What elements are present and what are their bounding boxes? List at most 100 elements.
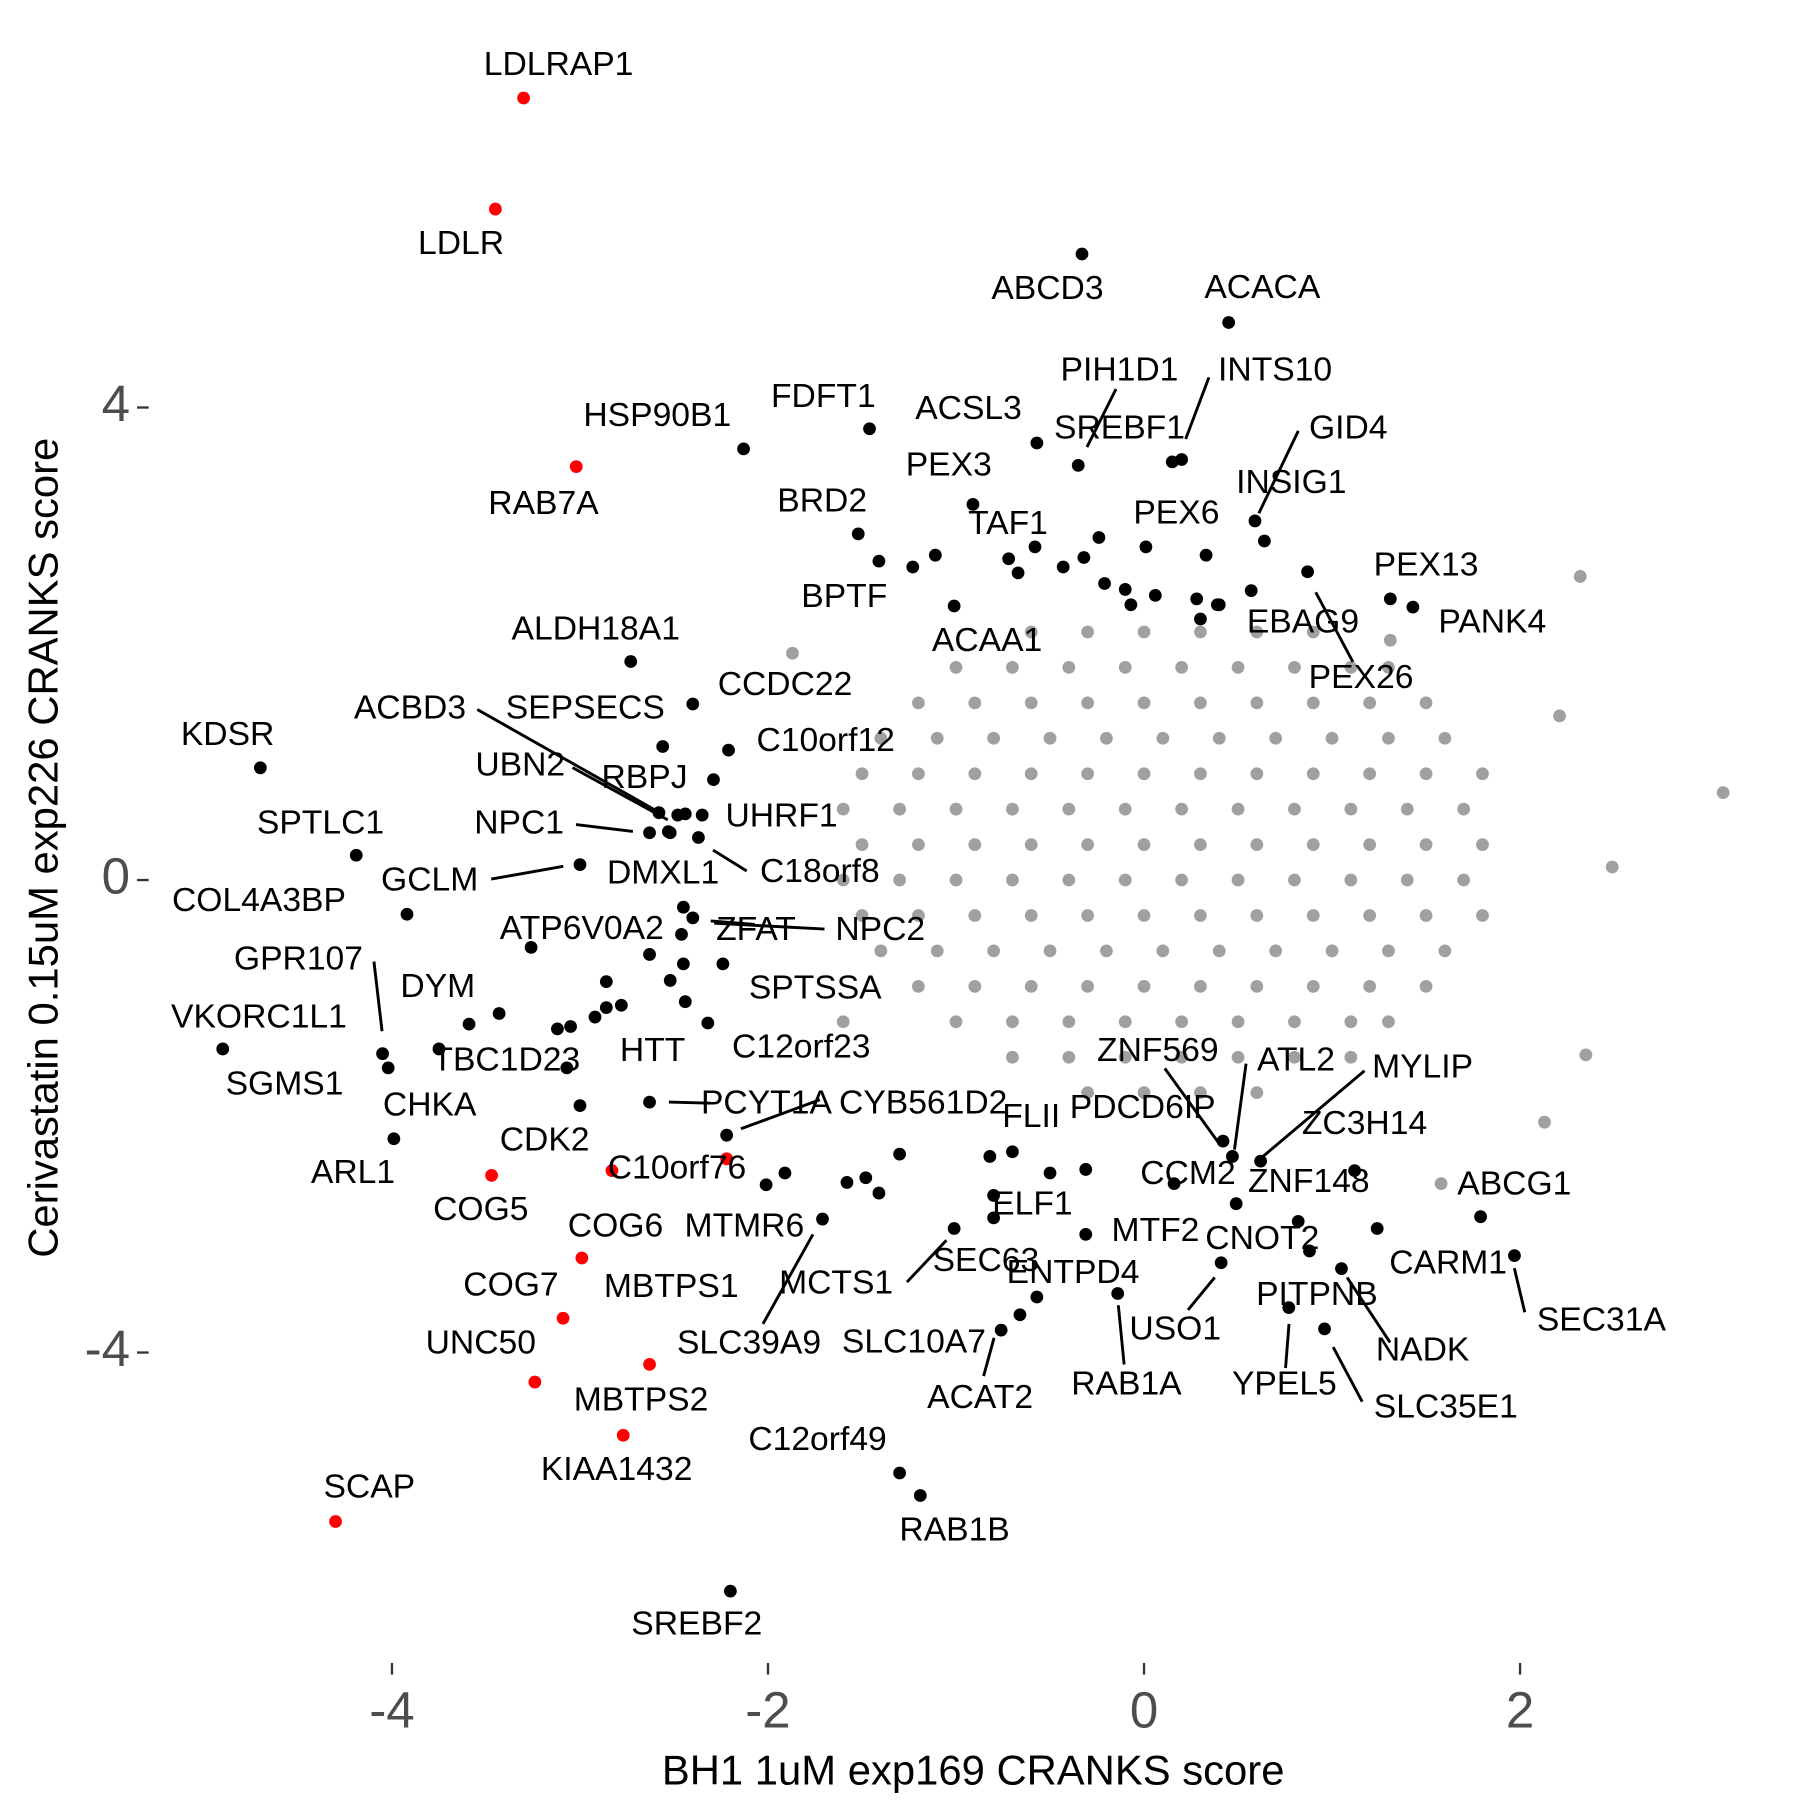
point xyxy=(716,957,730,971)
leader-line xyxy=(575,823,634,833)
point xyxy=(1573,570,1587,583)
leader-line xyxy=(490,864,564,881)
point xyxy=(1079,1163,1093,1176)
point xyxy=(1175,1050,1189,1064)
point xyxy=(1118,1015,1132,1029)
point xyxy=(1363,696,1377,710)
point xyxy=(1137,1086,1151,1100)
point xyxy=(855,838,869,851)
point xyxy=(1229,1197,1243,1211)
point xyxy=(1344,873,1358,887)
point xyxy=(1306,696,1320,710)
point xyxy=(893,873,906,887)
point xyxy=(349,848,363,862)
point xyxy=(643,948,656,961)
point xyxy=(1081,838,1095,851)
point xyxy=(1250,909,1264,922)
y-tick-label: 0 xyxy=(102,848,130,905)
point xyxy=(1194,767,1207,781)
point xyxy=(1006,1050,1019,1064)
point xyxy=(1306,909,1320,922)
point-label: COG6 xyxy=(568,1207,663,1244)
point xyxy=(1382,1015,1395,1029)
point xyxy=(1288,1015,1301,1029)
point xyxy=(400,907,414,921)
point xyxy=(1288,873,1301,887)
point xyxy=(1011,566,1025,580)
point-label: SGMS1 xyxy=(226,1066,344,1103)
point xyxy=(912,979,925,993)
point xyxy=(701,1016,715,1030)
y-axis-title: Cerivastatin 0.15uM exp226 CRANKS score xyxy=(19,438,66,1258)
point xyxy=(1303,1244,1316,1258)
point xyxy=(695,808,709,822)
point-label: CDK2 xyxy=(500,1121,590,1158)
leader-line xyxy=(1512,1267,1527,1313)
point xyxy=(1024,979,1038,993)
point xyxy=(1344,661,1358,674)
leader-line xyxy=(1345,1276,1392,1344)
point-label: PEX6 xyxy=(1133,494,1219,531)
leader-line xyxy=(761,1233,815,1325)
point xyxy=(707,773,720,787)
point xyxy=(1194,696,1207,710)
leader-line xyxy=(571,766,669,822)
point xyxy=(1175,1015,1189,1029)
point xyxy=(1118,873,1132,887)
plot: BH1 1uM exp169 CRANKS score Cerivastatin… xyxy=(19,46,1730,1793)
point-label: CCDC22 xyxy=(718,666,853,703)
point-label: RAB1A xyxy=(1071,1365,1182,1402)
point-label: PEX26 xyxy=(1309,659,1414,696)
point xyxy=(616,1428,630,1442)
point xyxy=(912,838,925,851)
point xyxy=(1438,944,1452,958)
leader-line xyxy=(372,961,384,1032)
point-label: MCTS1 xyxy=(779,1264,893,1301)
point-label: ZFAT xyxy=(716,911,796,948)
point xyxy=(675,927,688,941)
x-tick-label: -4 xyxy=(369,1682,414,1739)
point xyxy=(677,957,690,971)
leader-line xyxy=(714,921,825,931)
point xyxy=(1194,838,1207,851)
point xyxy=(1124,598,1138,612)
leader-line xyxy=(1085,388,1118,448)
point xyxy=(1250,838,1264,851)
point-label: USO1 xyxy=(1129,1311,1221,1348)
leader-line xyxy=(1184,376,1211,440)
point xyxy=(329,1515,342,1528)
point xyxy=(1400,873,1414,887)
x-tick-label: 2 xyxy=(1506,1682,1534,1739)
point xyxy=(569,460,583,473)
point xyxy=(872,554,886,568)
point xyxy=(1118,1050,1132,1064)
leader-line xyxy=(740,1098,821,1131)
point xyxy=(1081,767,1095,781)
point-label: RBPJ xyxy=(602,759,688,796)
point xyxy=(855,767,869,781)
point xyxy=(1216,1134,1230,1148)
point-label: HSP90B1 xyxy=(583,397,731,434)
point xyxy=(1137,696,1151,710)
point xyxy=(1419,909,1433,922)
point xyxy=(863,422,876,436)
point xyxy=(614,998,628,1012)
point xyxy=(1043,944,1057,958)
point xyxy=(1231,661,1245,674)
point xyxy=(1002,552,1016,566)
leader-line xyxy=(1233,1063,1248,1150)
point xyxy=(874,944,888,958)
point xyxy=(1457,802,1471,816)
point-label: TBC1D23 xyxy=(432,1041,580,1078)
point xyxy=(1344,802,1358,816)
point xyxy=(1137,625,1151,639)
point xyxy=(836,873,850,887)
point-label: SLC39A9 xyxy=(677,1325,821,1362)
point-label: BPTF xyxy=(801,578,887,615)
point xyxy=(1081,979,1095,993)
point xyxy=(1434,1177,1448,1190)
point xyxy=(1306,625,1320,639)
point xyxy=(786,646,799,660)
point xyxy=(1250,767,1264,781)
point xyxy=(686,911,700,925)
